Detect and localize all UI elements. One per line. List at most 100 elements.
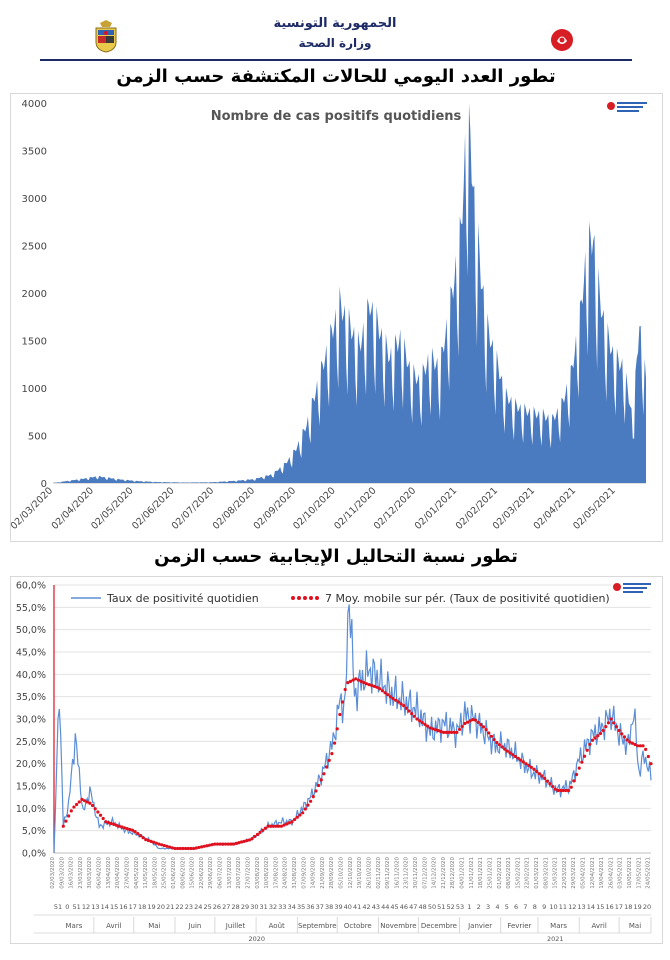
x-date-label: 04/01/2021 xyxy=(460,857,466,889)
moving-average-dot xyxy=(122,826,127,830)
ministry-label: وزارة الصحة xyxy=(298,36,372,50)
moving-average-dot xyxy=(104,820,108,824)
moving-average-dot xyxy=(343,687,347,692)
moving-average-dot xyxy=(96,810,100,814)
x-date-label: 17/08/2020 xyxy=(273,857,279,889)
x-week-label: 39 xyxy=(334,903,342,911)
moving-average-dot xyxy=(250,836,254,841)
moving-average-dot xyxy=(364,682,369,686)
moving-average-dot xyxy=(609,717,613,721)
moving-average-dot xyxy=(606,721,611,725)
x-date-label: 23/11/2020 xyxy=(404,857,410,889)
moving-average-dot xyxy=(569,785,573,789)
x-week-label: 53 xyxy=(456,903,464,911)
moving-average-dot xyxy=(636,744,640,748)
moving-average-dot xyxy=(484,728,488,732)
x-date-label: 04/05/2020 xyxy=(134,857,140,889)
moving-average-dot xyxy=(630,741,634,745)
moving-average-dot xyxy=(540,774,544,778)
moving-average-dot xyxy=(420,720,424,725)
x-week-label: 5 xyxy=(505,903,509,911)
x-week-label: 12 xyxy=(568,903,576,911)
positivity-chart-panel: 0,0% 5,0% 10,0% 15,0% 20,0% 25,0% 30,0% 35,0% 40… xyxy=(10,576,663,944)
x-tick-label: 02/05/2020 xyxy=(89,485,136,532)
moving-average-dot xyxy=(399,702,403,706)
x-date-label: 03/08/2020 xyxy=(255,857,261,889)
moving-average-dot xyxy=(247,838,252,842)
x-tick-label: 02/01/2021 xyxy=(413,485,460,532)
x-date-label: 08/02/2021 xyxy=(506,857,512,889)
moving-average-dot xyxy=(612,721,616,725)
x-date-label: 08/06/2020 xyxy=(180,857,186,889)
moving-average-dot xyxy=(234,841,238,845)
moving-average-dot xyxy=(261,828,265,832)
x-week-label: 17 xyxy=(129,903,137,911)
x-week-label: 40 xyxy=(344,903,352,911)
moving-average-dot xyxy=(516,756,520,760)
x-date-label: 15/02/2021 xyxy=(515,857,521,889)
moving-average-dot xyxy=(165,844,169,848)
x-date-label: 16/03/2020 xyxy=(69,857,75,889)
x-date-label: 20/07/2020 xyxy=(236,857,242,889)
moving-average-dot xyxy=(258,830,262,834)
moving-average-dot xyxy=(367,683,371,687)
moving-average-dot xyxy=(572,779,576,783)
x-date-label: 14/12/2020 xyxy=(432,857,438,889)
y-tick-label: 25,0% xyxy=(16,737,46,748)
y-tick-label: 2500 xyxy=(22,242,47,253)
x-tick-label: 02/05/2021 xyxy=(571,485,618,532)
moving-average-dot xyxy=(418,719,422,723)
moving-average-dot xyxy=(431,727,435,731)
moving-average-dot xyxy=(593,736,597,740)
x-date-label: 30/11/2020 xyxy=(413,857,419,889)
x-date-label: 30/03/2020 xyxy=(87,857,93,889)
moving-average-dot xyxy=(638,744,642,748)
x-date-label: 12/04/2021 xyxy=(590,857,596,889)
x-year-label: 2021 xyxy=(547,935,564,943)
moving-average-dot xyxy=(548,782,552,786)
moving-average-dot xyxy=(160,843,164,847)
daily-cases-chart: 0 500 1000 1500 2000 2500 3000 3500 4000 02/03/2… xyxy=(9,98,651,532)
x-date-label: 20/04/2020 xyxy=(115,857,121,889)
moving-average-dot xyxy=(622,735,627,739)
moving-average-dot xyxy=(173,846,177,851)
moving-average-dot xyxy=(455,730,459,734)
x-week-label: 32 xyxy=(269,903,277,911)
y-tick-label: 10,0% xyxy=(16,804,46,815)
moving-average-dot xyxy=(423,722,427,726)
x-date-label: 08/03/2021 xyxy=(543,857,549,889)
moving-average-dot xyxy=(210,843,214,847)
moving-average-dot xyxy=(332,741,337,745)
moving-average-dot xyxy=(434,728,438,732)
moving-average-dot xyxy=(625,738,629,742)
x-week-label: 15 xyxy=(110,903,118,911)
chart-legend: Taux de positivité quotidien 7 Moy. mobi… xyxy=(71,592,610,605)
moving-average-dot xyxy=(370,683,374,688)
moving-average-dot xyxy=(582,754,587,758)
moving-average-dot xyxy=(88,801,92,805)
x-week-label: 33 xyxy=(278,903,286,911)
moving-average-dot xyxy=(359,679,363,683)
moving-average-dot xyxy=(162,843,166,848)
x-week-label: 30 xyxy=(250,903,258,911)
x-week-label: 23 xyxy=(185,903,193,911)
moving-average-dot xyxy=(415,717,419,721)
moving-average-dot xyxy=(628,740,632,744)
moving-average-dot xyxy=(585,748,589,752)
moving-average-dot xyxy=(646,754,650,759)
x-tick-label: 02/07/2020 xyxy=(170,485,217,532)
moving-average-dot xyxy=(223,842,228,846)
moving-average-dot xyxy=(354,677,358,681)
moving-average-dot xyxy=(269,824,273,828)
moving-average-dot xyxy=(500,745,504,749)
x-week-label: 18 xyxy=(138,903,146,911)
mini-ministry-logo-icon xyxy=(605,98,651,118)
moving-average-dot xyxy=(75,802,79,807)
y-tick-label: 50,0% xyxy=(16,625,46,636)
moving-average-dot xyxy=(64,819,68,823)
moving-average-dot xyxy=(503,747,507,751)
x-month-label: Mars xyxy=(550,922,567,930)
moving-average-dot xyxy=(537,772,541,776)
y-tick-label: 1000 xyxy=(22,384,47,395)
moving-average-dot xyxy=(82,799,87,803)
